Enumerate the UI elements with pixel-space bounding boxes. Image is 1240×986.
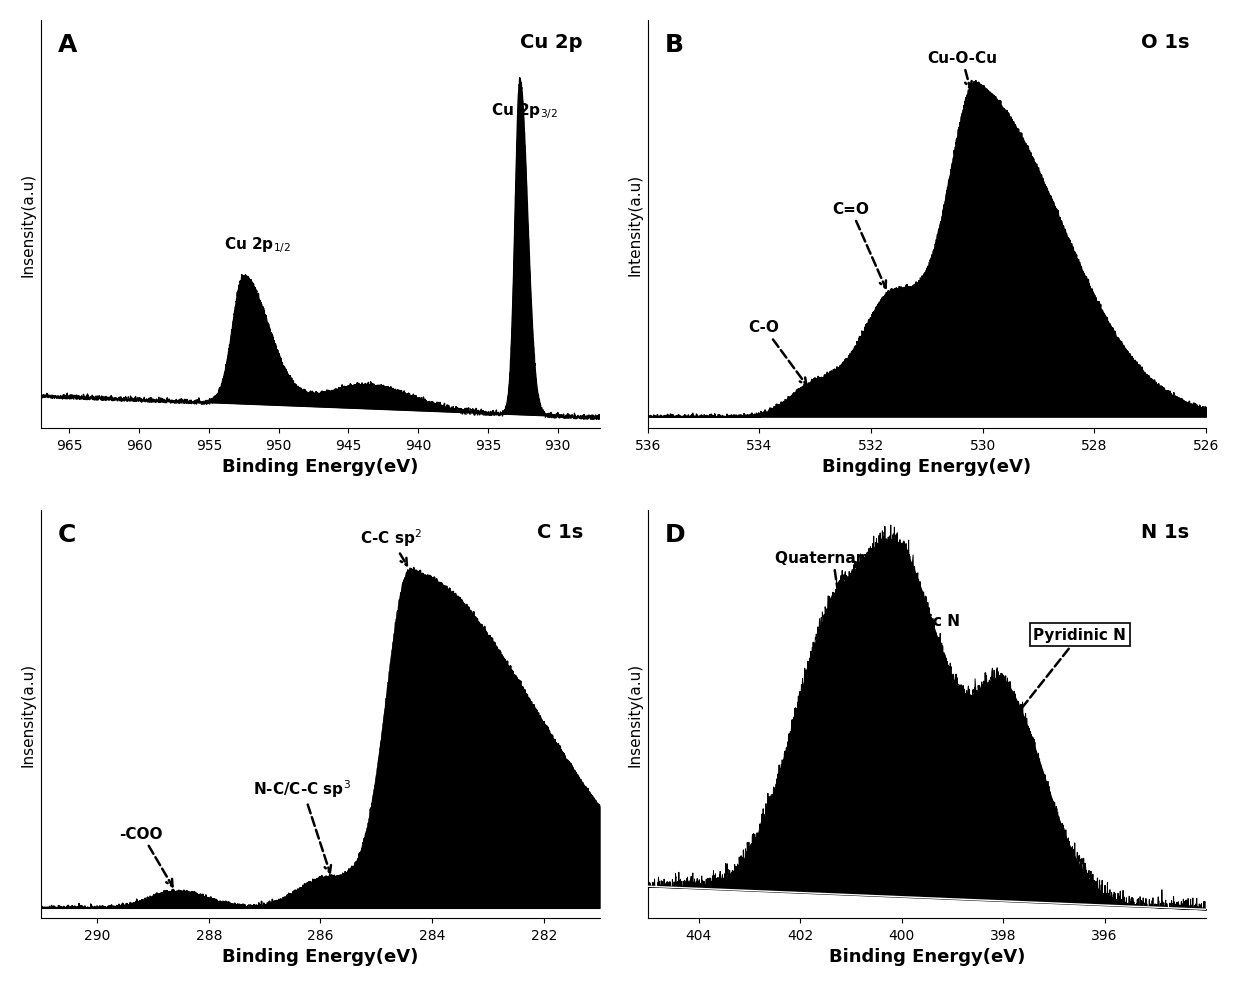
Text: Pyrrolic N: Pyrrolic N <box>877 613 960 720</box>
Y-axis label: Insensity(a.u): Insensity(a.u) <box>21 173 36 277</box>
Text: C-C sp$^2$: C-C sp$^2$ <box>360 528 422 566</box>
Text: A: A <box>58 34 78 57</box>
Text: Cu-O-Cu: Cu-O-Cu <box>928 50 997 90</box>
Y-axis label: Insensity(a.u): Insensity(a.u) <box>21 663 36 766</box>
Text: B: B <box>665 34 683 57</box>
Text: C: C <box>58 523 77 546</box>
Text: O 1s: O 1s <box>1141 34 1189 52</box>
X-axis label: Binding Energy(eV): Binding Energy(eV) <box>222 948 419 965</box>
Text: Cu 2p$_{1/2}$: Cu 2p$_{1/2}$ <box>224 235 291 254</box>
Text: N 1s: N 1s <box>1141 523 1189 541</box>
Text: C=O: C=O <box>832 201 885 289</box>
Text: Pyridinic N: Pyridinic N <box>1012 627 1126 722</box>
Text: N-C/C-C sp$^3$: N-C/C-C sp$^3$ <box>253 778 351 873</box>
Text: -COO: -COO <box>119 826 172 886</box>
Text: C 1s: C 1s <box>537 523 583 541</box>
Text: Cu 2p$_{3/2}$: Cu 2p$_{3/2}$ <box>491 102 558 121</box>
Y-axis label: Insensity(a.u): Insensity(a.u) <box>627 663 642 766</box>
Text: D: D <box>665 523 686 546</box>
Text: C-O: C-O <box>748 320 806 386</box>
Text: Cu 2p: Cu 2p <box>521 34 583 52</box>
X-axis label: Binding Energy(eV): Binding Energy(eV) <box>828 948 1025 965</box>
Text: Quaternary N: Quaternary N <box>775 550 892 605</box>
X-axis label: Binding Energy(eV): Binding Energy(eV) <box>222 458 419 475</box>
Y-axis label: Intensity(a.u): Intensity(a.u) <box>627 174 642 276</box>
X-axis label: Bingding Energy(eV): Bingding Energy(eV) <box>822 458 1032 475</box>
